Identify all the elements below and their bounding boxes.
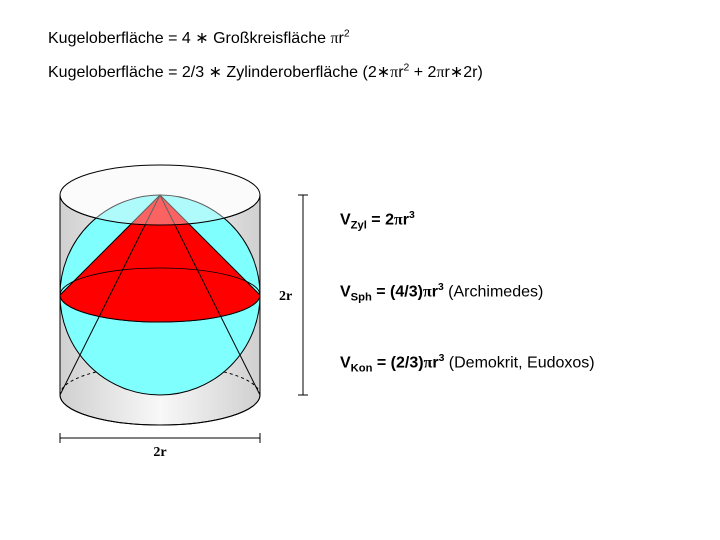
pi-symbol: π — [424, 354, 433, 371]
var-v: V — [340, 211, 351, 228]
pi-symbol: π — [330, 30, 338, 47]
pi-symbol: π — [423, 283, 432, 300]
text: = (4/3) — [372, 283, 423, 300]
subscript: Kon — [351, 363, 373, 375]
asterisk: ∗ — [450, 64, 463, 81]
text: Kugeloberfläche = 4 — [48, 30, 195, 47]
equation-line-1: Kugeloberfläche = 4 ∗ Großkreisfläche πr… — [48, 28, 483, 48]
formula-cylinder: VZyl = 2πr3 — [340, 210, 710, 232]
text: + 2 — [409, 64, 436, 81]
var-v: V — [340, 354, 351, 371]
equation-lines: Kugeloberfläche = 4 ∗ Großkreisfläche πr… — [48, 28, 483, 96]
volume-formulas: VZyl = 2πr3 VSph = (4/3)πr3 (Archimedes)… — [340, 210, 710, 425]
asterisk: ∗ — [195, 30, 208, 47]
exponent: 2 — [344, 29, 350, 40]
pi-symbol: π — [390, 64, 398, 81]
pi-symbol: π — [436, 64, 444, 81]
exponent: 3 — [409, 210, 415, 221]
asterisk: ∗ — [209, 64, 222, 81]
text: Zylinderoberfläche (2 — [222, 64, 377, 81]
equation-line-2: Kugeloberfläche = 2/3 ∗ Zylinderoberfläc… — [48, 62, 483, 82]
formula-cone: VKon = (2/3)πr3 (Demokrit, Eudoxos) — [340, 353, 710, 375]
text: Großkreisfläche — [209, 30, 331, 47]
text: = 2 — [367, 211, 394, 228]
attribution: (Demokrit, Eudoxos) — [444, 354, 594, 371]
var-v: V — [340, 283, 351, 300]
text: 2r) — [463, 64, 483, 81]
geometry-diagram: 2r 2r — [40, 160, 320, 490]
diagram-svg: 2r 2r — [40, 160, 320, 490]
asterisk: ∗ — [377, 64, 390, 81]
subscript: Zyl — [351, 220, 367, 232]
formula-sphere: VSph = (4/3)πr3 (Archimedes) — [340, 282, 710, 304]
text: Kugeloberfläche = 2/3 — [48, 64, 209, 81]
text: = (2/3) — [372, 354, 423, 371]
subscript: Sph — [351, 291, 372, 303]
attribution: (Archimedes) — [444, 283, 544, 300]
pi-symbol: π — [394, 211, 403, 228]
svg-text:2r: 2r — [279, 289, 292, 304]
svg-text:2r: 2r — [153, 445, 166, 460]
